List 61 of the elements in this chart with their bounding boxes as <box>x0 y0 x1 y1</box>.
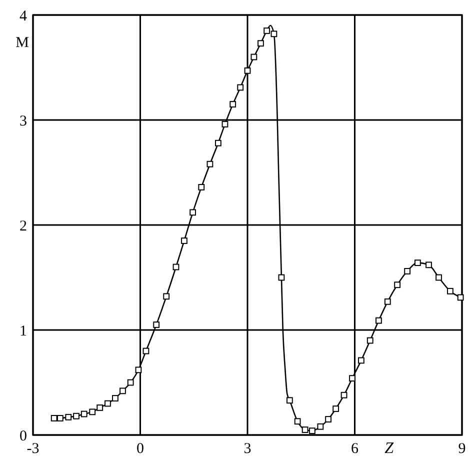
point <box>198 184 205 190</box>
point <box>457 294 464 301</box>
point <box>244 67 251 74</box>
y-axis-title: M <box>16 35 29 51</box>
point <box>250 54 258 60</box>
y-tick-label: 3 <box>20 113 27 130</box>
point <box>153 322 160 328</box>
point <box>104 400 111 407</box>
point <box>436 274 442 281</box>
x-tick-label: 0 <box>136 441 144 457</box>
point <box>278 274 285 281</box>
point <box>447 288 454 294</box>
point <box>317 423 324 430</box>
point <box>127 379 134 386</box>
y-tick-label: 0 <box>20 428 27 444</box>
point <box>222 121 228 128</box>
point <box>89 408 96 416</box>
x-tick-label: -3 <box>26 441 40 457</box>
point <box>120 388 126 394</box>
point <box>190 209 196 216</box>
point <box>112 395 118 402</box>
point <box>163 293 170 300</box>
point <box>309 428 316 434</box>
point <box>325 416 332 422</box>
point <box>404 268 411 274</box>
point <box>73 412 80 420</box>
point <box>214 140 222 146</box>
point <box>135 366 142 374</box>
point <box>270 30 278 38</box>
point <box>142 348 150 354</box>
point <box>414 260 421 266</box>
point <box>172 264 180 270</box>
point <box>206 160 214 168</box>
y-tick-label: 4 <box>20 8 28 24</box>
x-tick-label: 6 <box>351 441 359 457</box>
point <box>294 418 301 425</box>
point <box>340 392 348 398</box>
y-tick-label: 2 <box>20 218 27 234</box>
point <box>258 40 264 47</box>
point <box>286 397 293 404</box>
y-tick-label: 1 <box>20 323 27 340</box>
point <box>366 337 374 344</box>
point <box>230 101 236 108</box>
point <box>384 298 391 305</box>
x-tick-label: 9 <box>458 441 466 457</box>
point <box>56 415 64 422</box>
point <box>394 282 400 288</box>
point <box>181 238 188 244</box>
point <box>376 317 382 324</box>
point <box>264 28 270 34</box>
point <box>237 84 244 91</box>
x-tick-label: 3 <box>244 441 252 457</box>
x-axis-title: Z <box>384 440 395 457</box>
point <box>50 415 58 422</box>
point <box>65 414 72 420</box>
point <box>358 357 364 364</box>
point <box>332 406 340 412</box>
point <box>96 404 104 411</box>
point <box>302 426 308 433</box>
point <box>80 410 88 418</box>
point <box>426 262 432 268</box>
